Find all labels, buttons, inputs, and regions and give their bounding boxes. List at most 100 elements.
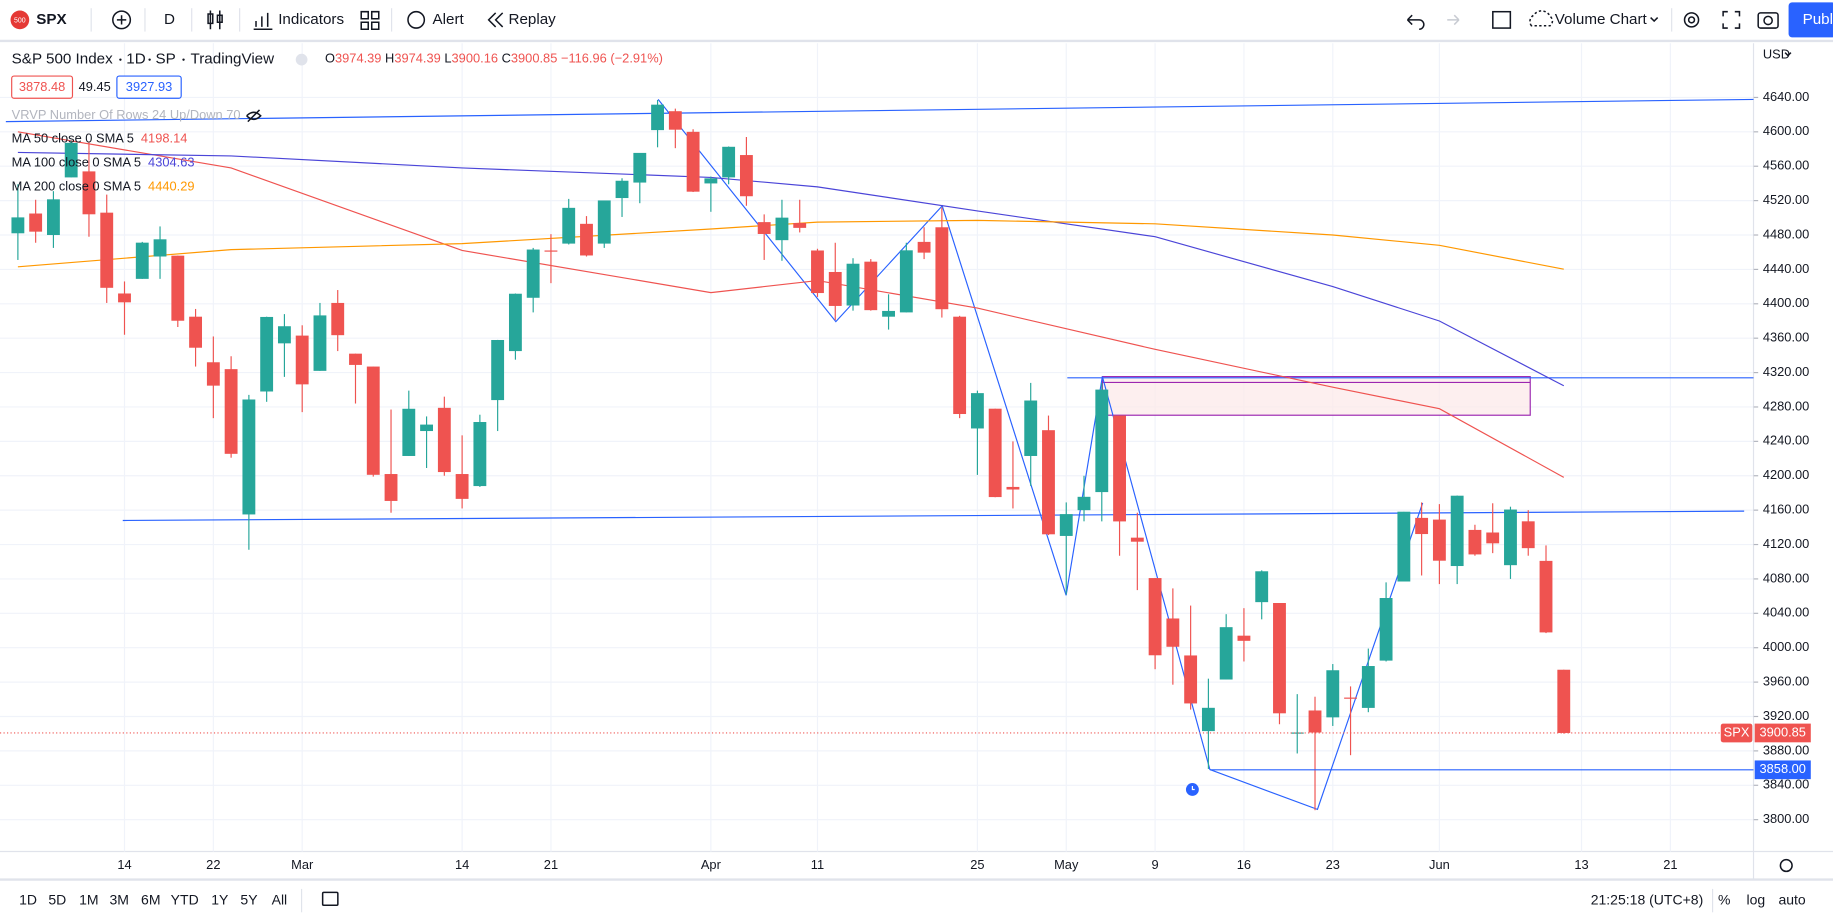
legend: S&P 500 Index 1D SP TradingView O3974.39… [11, 51, 663, 123]
indicators-button[interactable]: Indicators [278, 11, 344, 28]
range-button[interactable]: 3M [109, 891, 128, 907]
dot [119, 58, 122, 61]
y-tick-label: 3880.00 [1763, 742, 1809, 757]
y-tick-label: 3960.00 [1763, 673, 1809, 688]
ask-box[interactable] [116, 75, 182, 99]
fullscreen-button[interactable] [1722, 10, 1741, 29]
candle-body [899, 250, 913, 313]
candle-body [1504, 509, 1517, 566]
ohlc-values: O3974.39 H3974.39 L3900.16 C3900.85 −116… [325, 51, 663, 66]
legend-toggle[interactable] [295, 53, 308, 66]
ohlc-letter: C [502, 51, 511, 66]
close-value: 3900.85 [511, 51, 557, 66]
legend-source: TradingView [191, 51, 275, 68]
x-tick-label: 14 [117, 857, 131, 872]
candle-body [970, 393, 984, 429]
candle-body [1077, 496, 1091, 511]
settings-icon [1687, 16, 1696, 24]
grid [0, 43, 1754, 852]
clock[interactable]: 21:25:18 (UTC+8) [1591, 891, 1704, 907]
replay-icon [487, 12, 504, 28]
layout-button[interactable]: Volume Chart [1555, 11, 1648, 28]
range-button[interactable]: 6M [141, 891, 160, 907]
candle-body [224, 369, 238, 454]
ma-legend-name[interactable]: MA 200 close 0 SMA 5 [12, 179, 141, 194]
settings-button[interactable] [1683, 12, 1700, 28]
candle-body [1539, 560, 1553, 633]
templates-button[interactable] [360, 10, 380, 31]
candle-body [882, 310, 895, 317]
moving-average-line [17, 131, 1565, 478]
range-button[interactable]: 5Y [240, 891, 258, 907]
percent-toggle[interactable]: % [1718, 891, 1730, 907]
currency-arrow [1784, 52, 1792, 57]
chart-type-button[interactable] [207, 10, 223, 30]
candle-body [1219, 627, 1233, 680]
candle-body [1486, 532, 1500, 544]
symbol-name: S&P 500 Index [12, 51, 113, 68]
candle-body [366, 366, 380, 475]
publish-button[interactable] [1788, 2, 1833, 38]
auto-toggle[interactable]: auto [1778, 891, 1805, 907]
range-button[interactable]: All [272, 891, 288, 907]
plus-icon [116, 15, 127, 25]
range-button[interactable]: 1Y [211, 891, 229, 907]
bottom-bar: 21:25:18 (UTC+8) % log auto 1D 5D 1M 3M 6M YT… [19, 888, 1806, 913]
x-tick-label: Apr [701, 857, 722, 872]
symbol[interactable]: SPX [36, 11, 66, 28]
y-tick-label: 4480.00 [1763, 226, 1809, 241]
ma-legend-name[interactable]: MA 100 close 0 SMA 5 [12, 155, 141, 170]
bid-box[interactable] [11, 75, 74, 99]
ask-price: 3927.93 [126, 79, 172, 94]
candle-body [1273, 603, 1286, 714]
candle-body [633, 152, 647, 183]
alert-button[interactable]: Alert [433, 11, 465, 28]
trend-line[interactable] [122, 510, 1745, 522]
range-button[interactable]: 1D [19, 891, 37, 907]
currency[interactable]: USD [1763, 46, 1790, 61]
candle-body [135, 242, 149, 279]
indicators-icon [253, 12, 273, 31]
screenshot-button[interactable] [1757, 12, 1779, 29]
rectangle-tool[interactable] [1492, 10, 1512, 29]
y-tick-label: 4360.00 [1763, 330, 1809, 345]
redo-button[interactable] [1447, 14, 1460, 26]
candle-body [437, 407, 451, 473]
compare-button[interactable] [112, 10, 132, 30]
axis-settings[interactable] [1779, 858, 1793, 873]
vrvp-legend[interactable]: VRVP Number Of Rows 24 Up/Down 70 [12, 107, 241, 122]
candle-body [313, 315, 327, 371]
range-button[interactable]: YTD [171, 891, 199, 907]
candle-body [668, 111, 682, 130]
undo-button[interactable] [1406, 14, 1425, 31]
dropdown-arrow [1650, 17, 1659, 23]
candle-body [82, 171, 96, 215]
y-tick-label: 4440.00 [1763, 261, 1809, 276]
legend-interval: 1D [126, 51, 145, 68]
date-range-button[interactable] [321, 891, 339, 907]
range-button[interactable]: 1M [79, 891, 98, 907]
ma-legend-value: 4440.29 [148, 179, 194, 194]
candle-body [11, 217, 25, 234]
candle-body [1184, 655, 1198, 704]
interval-button[interactable]: D [164, 11, 175, 28]
candle-body [953, 316, 967, 415]
high-value: 3974.39 [394, 51, 440, 66]
ma-legend-name[interactable]: MA 50 close 0 SMA 5 [12, 131, 134, 146]
candle-body [580, 223, 593, 256]
legend-exchange: SP [155, 51, 175, 68]
candle-body [64, 142, 78, 178]
open-value: 3974.39 [335, 51, 381, 66]
range-button[interactable]: 5D [48, 891, 66, 907]
hidden-icon[interactable] [246, 109, 262, 123]
y-tick-label: 4160.00 [1763, 502, 1809, 517]
symbol-logo[interactable] [10, 10, 30, 30]
candle-body [1024, 400, 1038, 456]
log-toggle[interactable]: log [1746, 891, 1765, 907]
candle-body [277, 326, 291, 344]
replay-button[interactable]: Replay [509, 11, 557, 28]
candle-body [402, 408, 416, 456]
trend-line[interactable] [5, 98, 1754, 123]
candle-body [1432, 519, 1446, 561]
